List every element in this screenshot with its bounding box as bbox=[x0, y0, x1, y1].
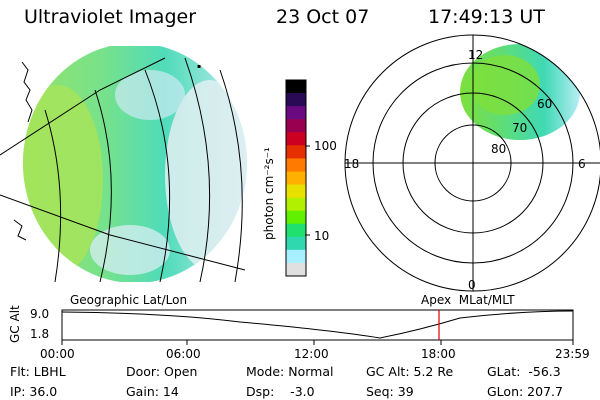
altitude-curve bbox=[61, 310, 574, 339]
status-mode: Mode: Normal bbox=[246, 364, 334, 379]
lat-label-80: 80 bbox=[491, 142, 507, 156]
observation-time: 17:49:13 UT bbox=[428, 6, 545, 28]
altitude-ytick-1-8: 1.8 bbox=[30, 327, 50, 341]
geographic-map bbox=[0, 46, 247, 282]
colorbar-segment bbox=[286, 197, 306, 212]
geographic-caption: Geographic Lat/Lon bbox=[70, 293, 188, 307]
mlt-label-6: 6 bbox=[578, 157, 586, 171]
left-bright-band bbox=[23, 85, 103, 275]
colorbar-segment bbox=[286, 262, 306, 277]
colorbar-segment bbox=[286, 80, 306, 94]
status-filter: Flt: LBHL bbox=[10, 364, 66, 379]
colorbar-segment bbox=[286, 249, 306, 264]
colorbar-segment bbox=[286, 158, 306, 172]
time-tick-0600: 06:00 bbox=[166, 347, 201, 361]
mlt-label-18: 18 bbox=[344, 157, 360, 171]
colorbar-segment bbox=[286, 184, 306, 199]
instrument-title: Ultraviolet Imager bbox=[24, 6, 197, 28]
lat-label-60: 60 bbox=[537, 97, 553, 111]
apex-caption: Apex MLat/MLT bbox=[421, 293, 515, 307]
time-tick-1200: 12:00 bbox=[294, 347, 329, 361]
colorbar-segment bbox=[286, 106, 306, 120]
colorbar-segment bbox=[286, 145, 306, 159]
colorbar-segment bbox=[286, 93, 306, 107]
colorbar-segment bbox=[286, 171, 306, 186]
altitude-plot bbox=[61, 309, 574, 345]
colorbar-frame bbox=[285, 79, 307, 277]
polar-grid bbox=[344, 34, 600, 292]
colorbar-segment bbox=[286, 223, 306, 238]
altitude-ytick-9: 9.0 bbox=[30, 307, 50, 321]
altitude-xticks bbox=[61, 340, 574, 345]
map-marker: ▪ bbox=[197, 63, 201, 70]
time-tick-0000: 00:00 bbox=[40, 347, 75, 361]
time-tick-2359: 23:59 bbox=[555, 347, 590, 361]
status-ip: IP: 36.0 bbox=[10, 384, 58, 399]
coastline bbox=[21, 61, 33, 123]
status-door: Door: Open bbox=[126, 364, 198, 379]
lat-lon-grid bbox=[0, 57, 246, 282]
polar-map bbox=[344, 34, 600, 292]
observation-date: 23 Oct 07 bbox=[276, 6, 370, 28]
status-dsp: Dsp: -3.0 bbox=[246, 384, 315, 399]
status-gc-alt: GC Alt: 5.2 Re bbox=[366, 364, 454, 379]
lat-label-70: 70 bbox=[512, 121, 528, 135]
altitude-ylabel: GC Alt bbox=[8, 305, 22, 343]
time-tick-1800: 18:00 bbox=[421, 347, 456, 361]
colorbar-tick-10: 10 bbox=[314, 229, 330, 243]
status-glon: GLon: 207.7 bbox=[487, 384, 563, 399]
mlt-label-12: 12 bbox=[468, 48, 484, 62]
mlt-label-0: 0 bbox=[468, 278, 476, 292]
colorbar-segment bbox=[286, 132, 306, 146]
coastline-south bbox=[13, 219, 27, 241]
colorbar-segment bbox=[286, 119, 306, 133]
colorbar-tick-100: 100 bbox=[314, 139, 337, 153]
status-gain: Gain: 14 bbox=[126, 384, 179, 399]
colorbar-segment bbox=[286, 236, 306, 251]
status-glat: GLat: -56.3 bbox=[487, 364, 561, 379]
colorbar bbox=[285, 79, 307, 277]
altitude-frame bbox=[61, 309, 574, 341]
colorbar-unit-label: photon cm⁻²s⁻¹ bbox=[262, 147, 276, 240]
status-seq: Seq: 39 bbox=[366, 384, 414, 399]
colorbar-segment bbox=[286, 210, 306, 225]
colorbar-ticks bbox=[305, 145, 310, 236]
